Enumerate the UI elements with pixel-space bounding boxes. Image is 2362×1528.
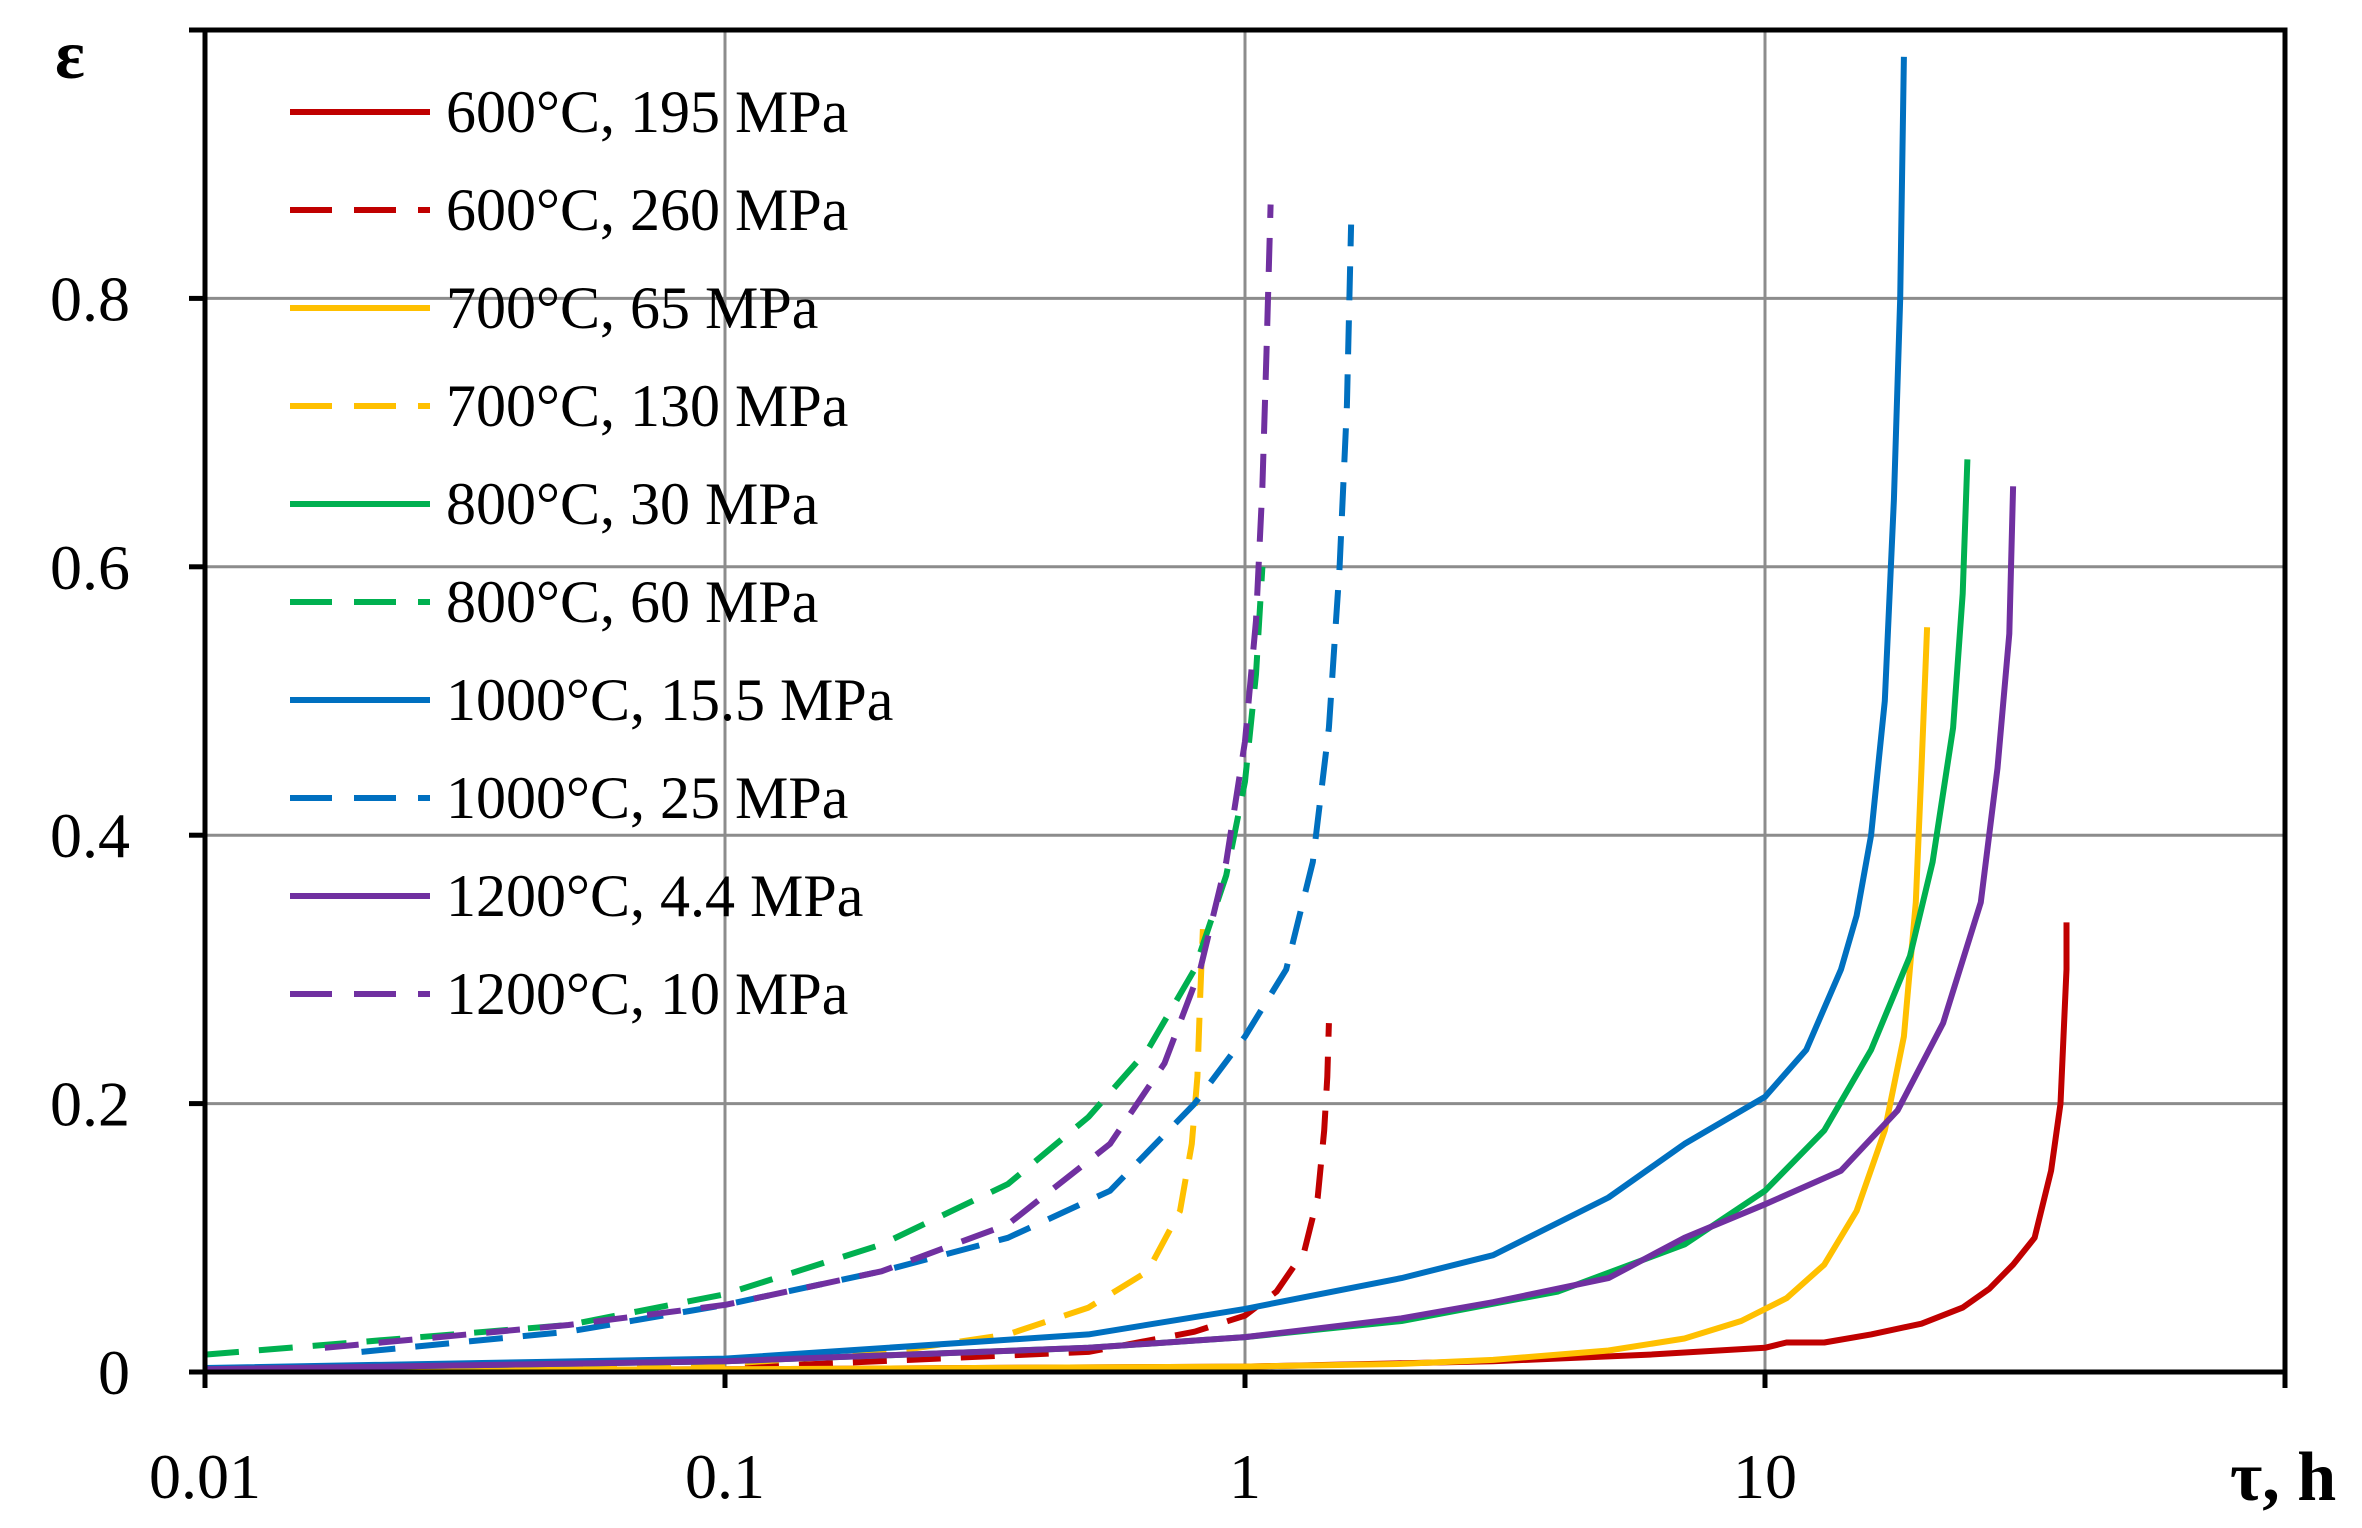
x-axis-tick-labels: 0.01 0.1 1 10 [149, 1441, 1797, 1512]
series-line [361, 224, 1355, 1355]
grid-lines [205, 30, 2285, 1372]
series-line [204, 566, 1266, 1358]
legend-label: 1000°C, 25 MPa [446, 765, 848, 831]
y-axis-title: ε [55, 17, 85, 94]
x-tick-label: 1 [1229, 1441, 1261, 1512]
series-line [204, 627, 1931, 1374]
legend-label: 1200°C, 4.4 MPa [446, 863, 863, 929]
x-tick-label: 0.01 [149, 1441, 261, 1512]
legend-label: 700°C, 130 MPa [446, 373, 848, 439]
legend-label: 700°C, 65 MPa [446, 275, 818, 341]
axis-ticks [189, 27, 2288, 1388]
series-line [204, 486, 2017, 1373]
legend-label: 800°C, 30 MPa [446, 471, 818, 537]
y-tick-label: 0 [98, 1337, 130, 1408]
x-axis-title: τ, h [2230, 1439, 2336, 1516]
legend-label: 600°C, 195 MPa [446, 79, 848, 145]
series-line [204, 1023, 1332, 1374]
legend-label: 1000°C, 15.5 MPa [446, 667, 893, 733]
x-tick-label: 0.1 [685, 1441, 765, 1512]
series-line [204, 56, 1907, 1371]
x-tick-label: 10 [1733, 1441, 1797, 1512]
legend-label: 1200°C, 10 MPa [446, 961, 848, 1027]
y-tick-label: 0.4 [50, 800, 130, 871]
y-tick-label: 0.6 [50, 532, 130, 603]
y-tick-label: 0.2 [50, 1069, 130, 1140]
legend-label: 600°C, 260 MPa [446, 177, 848, 243]
legend: 600°C, 195 MPa 600°C, 260 MPa 700°C, 65 MP… [290, 79, 893, 1027]
series-layer [204, 56, 2070, 1374]
y-tick-label: 0.8 [50, 263, 130, 334]
y-axis-tick-labels: 0 0.2 0.4 0.6 0.8 [50, 263, 130, 1408]
series-line [324, 204, 1274, 1351]
legend-label: 800°C, 60 MPa [446, 569, 818, 635]
